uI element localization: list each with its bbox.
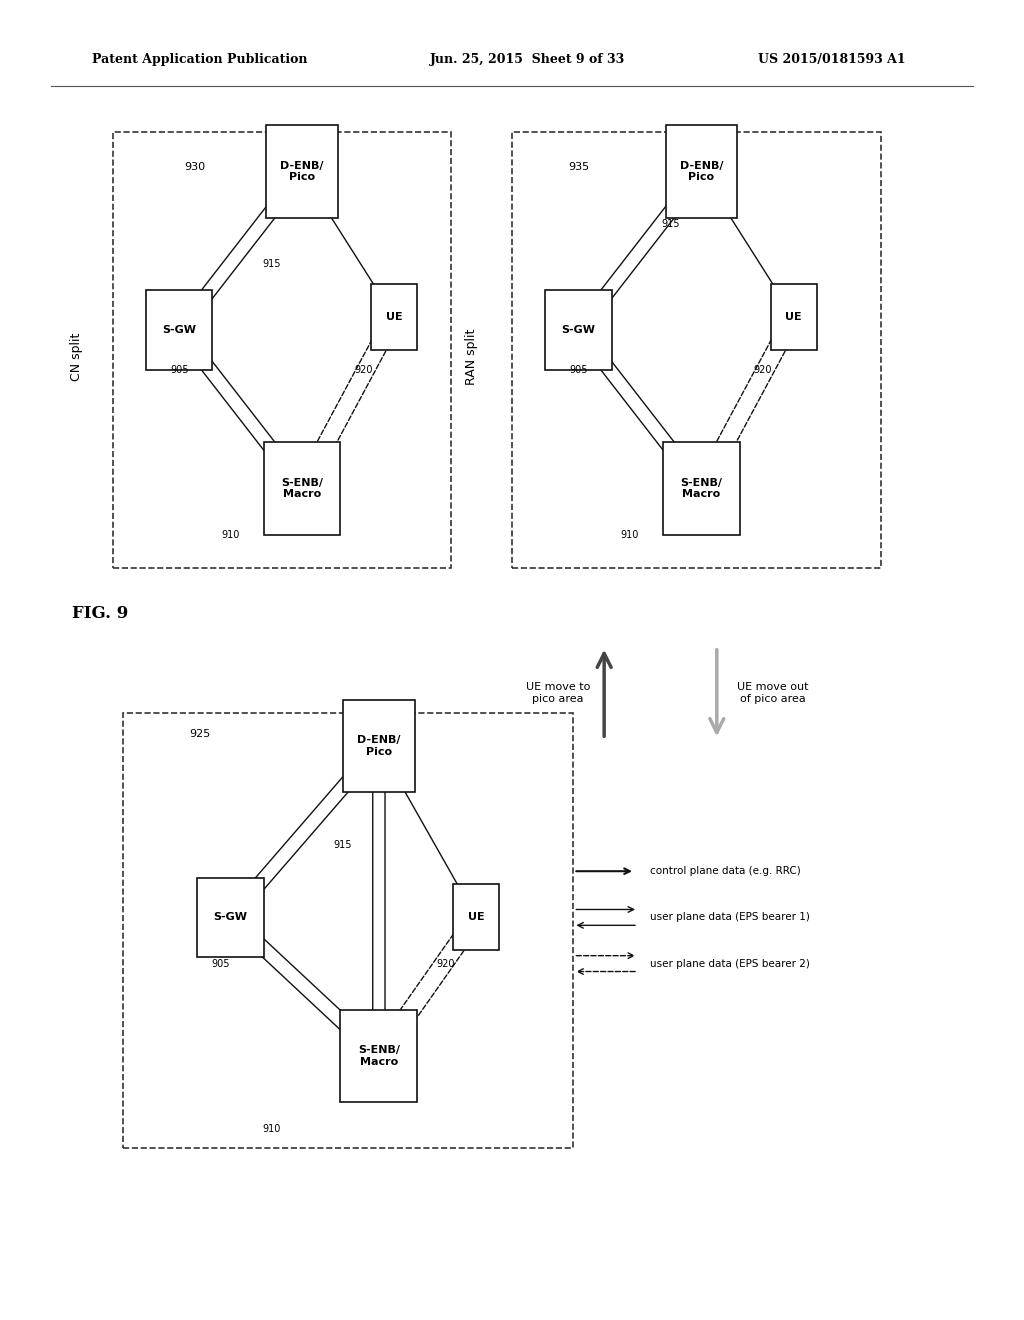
Text: S-GW: S-GW xyxy=(162,325,197,335)
Text: 915: 915 xyxy=(334,840,352,850)
Text: US 2015/0181593 A1: US 2015/0181593 A1 xyxy=(758,53,905,66)
Text: 910: 910 xyxy=(262,1123,281,1134)
Text: S-GW: S-GW xyxy=(561,325,596,335)
Text: D-ENB/
Pico: D-ENB/ Pico xyxy=(357,735,400,756)
Text: UE: UE xyxy=(386,312,402,322)
Text: UE: UE xyxy=(468,912,484,923)
Text: D-ENB/
Pico: D-ENB/ Pico xyxy=(680,161,723,182)
Text: 920: 920 xyxy=(436,958,455,969)
Text: 915: 915 xyxy=(262,259,281,269)
Text: 915: 915 xyxy=(662,219,680,230)
Text: 905: 905 xyxy=(211,958,229,969)
Text: UE move out
of pico area: UE move out of pico area xyxy=(737,682,809,704)
FancyBboxPatch shape xyxy=(264,442,340,535)
Text: 910: 910 xyxy=(621,529,639,540)
Text: UE move to
pico area: UE move to pico area xyxy=(526,682,590,704)
FancyBboxPatch shape xyxy=(266,125,338,218)
Text: 905: 905 xyxy=(170,364,188,375)
Text: D-ENB/
Pico: D-ENB/ Pico xyxy=(281,161,324,182)
Text: RAN split: RAN split xyxy=(465,329,477,384)
Text: S-ENB/
Macro: S-ENB/ Macro xyxy=(281,478,324,499)
Text: 910: 910 xyxy=(221,529,240,540)
Text: 905: 905 xyxy=(569,364,588,375)
Text: CN split: CN split xyxy=(71,333,83,380)
Text: 930: 930 xyxy=(184,161,206,172)
Text: control plane data (e.g. RRC): control plane data (e.g. RRC) xyxy=(650,866,801,876)
Text: Patent Application Publication: Patent Application Publication xyxy=(92,53,307,66)
FancyBboxPatch shape xyxy=(545,290,611,370)
Text: 935: 935 xyxy=(568,161,590,172)
Text: user plane data (EPS bearer 2): user plane data (EPS bearer 2) xyxy=(650,958,810,969)
FancyBboxPatch shape xyxy=(340,1010,418,1102)
FancyBboxPatch shape xyxy=(771,284,817,350)
FancyBboxPatch shape xyxy=(343,700,415,792)
FancyBboxPatch shape xyxy=(371,284,418,350)
Text: UE: UE xyxy=(785,312,802,322)
Text: FIG. 9: FIG. 9 xyxy=(72,606,128,622)
Text: S-ENB/
Macro: S-ENB/ Macro xyxy=(357,1045,400,1067)
Text: 920: 920 xyxy=(354,364,373,375)
Text: 925: 925 xyxy=(189,729,211,739)
Text: user plane data (EPS bearer 1): user plane data (EPS bearer 1) xyxy=(650,912,810,923)
Text: S-GW: S-GW xyxy=(213,912,248,923)
Text: Jun. 25, 2015  Sheet 9 of 33: Jun. 25, 2015 Sheet 9 of 33 xyxy=(430,53,626,66)
FancyBboxPatch shape xyxy=(664,442,739,535)
FancyBboxPatch shape xyxy=(145,290,213,370)
FancyBboxPatch shape xyxy=(453,884,500,950)
Text: 920: 920 xyxy=(754,364,772,375)
Text: S-ENB/
Macro: S-ENB/ Macro xyxy=(680,478,723,499)
FancyBboxPatch shape xyxy=(666,125,737,218)
FancyBboxPatch shape xyxy=(197,878,264,957)
